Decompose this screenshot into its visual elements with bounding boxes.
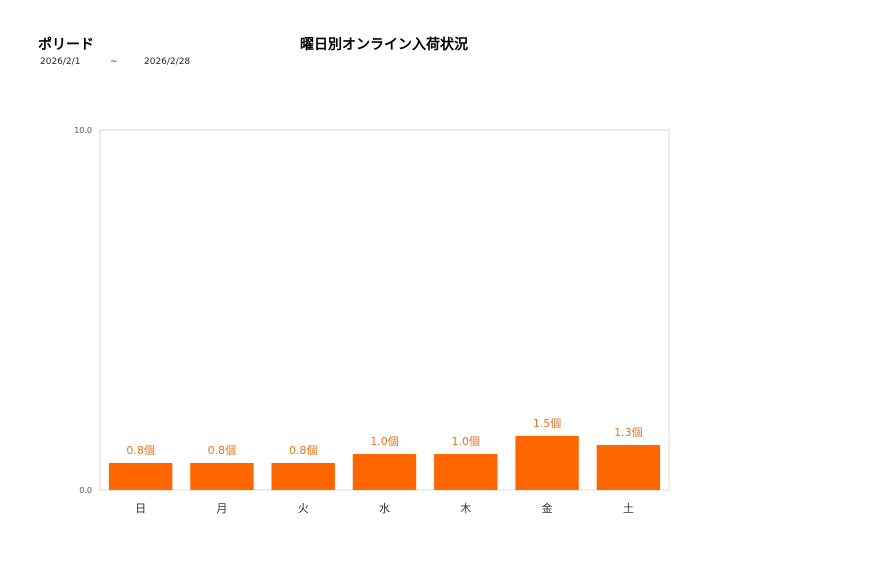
data-label: 1.5個 (533, 417, 562, 430)
y-tick-label: 10.0 (74, 126, 92, 135)
bar (596, 445, 661, 490)
bar (190, 463, 254, 490)
date-separator: ~ (110, 57, 118, 67)
x-tick-label: 土 (623, 502, 634, 515)
data-label: 1.0個 (370, 435, 399, 448)
data-label: 1.0個 (452, 435, 481, 448)
y-tick-label: 0.0 (79, 486, 92, 495)
x-tick-label: 金 (542, 501, 553, 515)
bar (352, 454, 417, 490)
data-label: 0.8個 (126, 444, 155, 457)
data-label: 1.3個 (614, 426, 643, 439)
x-tick-label: 水 (379, 502, 390, 515)
x-tick-label: 日 (135, 502, 146, 515)
data-label: 0.8個 (289, 444, 318, 457)
data-label: 0.8個 (208, 444, 237, 457)
date-from: 2026/2/1 (40, 57, 81, 67)
bar (271, 463, 335, 490)
x-tick-label: 月 (216, 502, 227, 515)
brand-name: ポリード (38, 37, 94, 53)
x-tick-label: 火 (298, 502, 309, 515)
chart-title: 曜日別オンライン入荷状況 (300, 37, 468, 53)
date-to: 2026/2/28 (144, 57, 191, 67)
x-tick-label: 木 (460, 502, 471, 515)
bar (108, 463, 173, 490)
bar (515, 436, 579, 490)
bar (434, 454, 498, 490)
